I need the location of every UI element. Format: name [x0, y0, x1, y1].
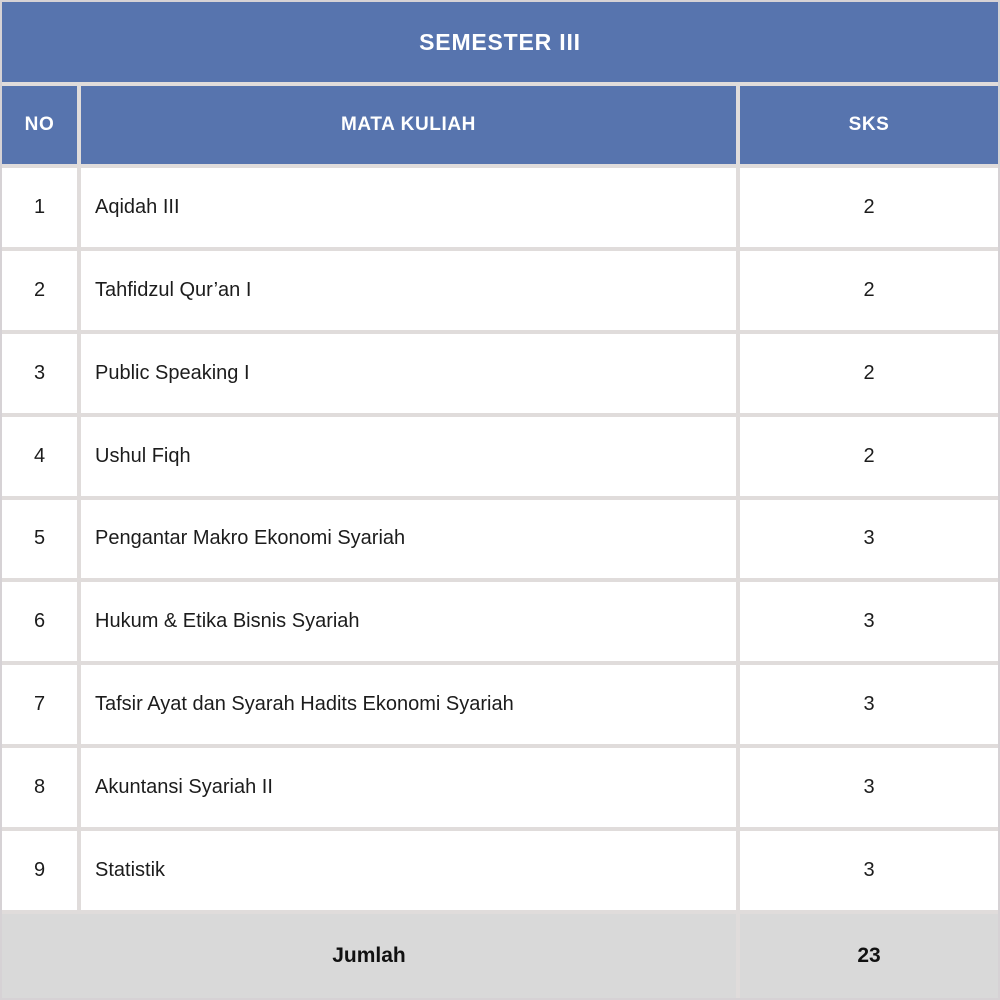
course-name-cell: Ushul Fiqh	[81, 416, 736, 496]
column-header-no: NO	[2, 86, 77, 164]
course-name-cell: Tahfidzul Qur’an I	[81, 250, 736, 330]
course-name-cell: Aqidah III	[81, 168, 736, 247]
sks-value-cell: 3	[740, 748, 998, 828]
sks-value-cell: 3	[740, 665, 998, 745]
course-name-cell: Pengantar Makro Ekonomi Syariah	[81, 499, 736, 579]
row-number-cell: 9	[2, 831, 77, 910]
row-number-cell: 3	[2, 333, 77, 413]
row-number-cell: 1	[2, 168, 77, 247]
row-number-cell: 4	[2, 416, 77, 496]
row-number-cell: 2	[2, 250, 77, 330]
sks-value-cell: 3	[740, 831, 998, 910]
sks-value-cell: 3	[740, 499, 998, 579]
sks-value-cell: 2	[740, 168, 998, 247]
course-name-cell: Public Speaking I	[81, 333, 736, 413]
sks-value-cell: 3	[740, 582, 998, 662]
course-name-cell: Statistik	[81, 831, 736, 910]
course-name-cell: Akuntansi Syariah II	[81, 748, 736, 828]
sks-value-cell: 2	[740, 250, 998, 330]
sks-value-cell: 2	[740, 416, 998, 496]
row-number-cell: 8	[2, 748, 77, 828]
column-header-mata-kuliah: MATA KULIAH	[81, 86, 736, 164]
course-name-cell: Tafsir Ayat dan Syarah Hadits Ekonomi Sy…	[81, 665, 736, 745]
row-number-cell: 7	[2, 665, 77, 745]
footer-total-sks: 23	[740, 913, 998, 998]
table-title: SEMESTER III	[2, 2, 998, 82]
course-name-cell: Hukum & Etika Bisnis Syariah	[81, 582, 736, 662]
row-number-cell: 6	[2, 582, 77, 662]
column-header-sks: SKS	[740, 86, 998, 164]
sks-value-cell: 2	[740, 333, 998, 413]
footer-jumlah-label: Jumlah	[2, 913, 736, 998]
row-number-cell: 5	[2, 499, 77, 579]
